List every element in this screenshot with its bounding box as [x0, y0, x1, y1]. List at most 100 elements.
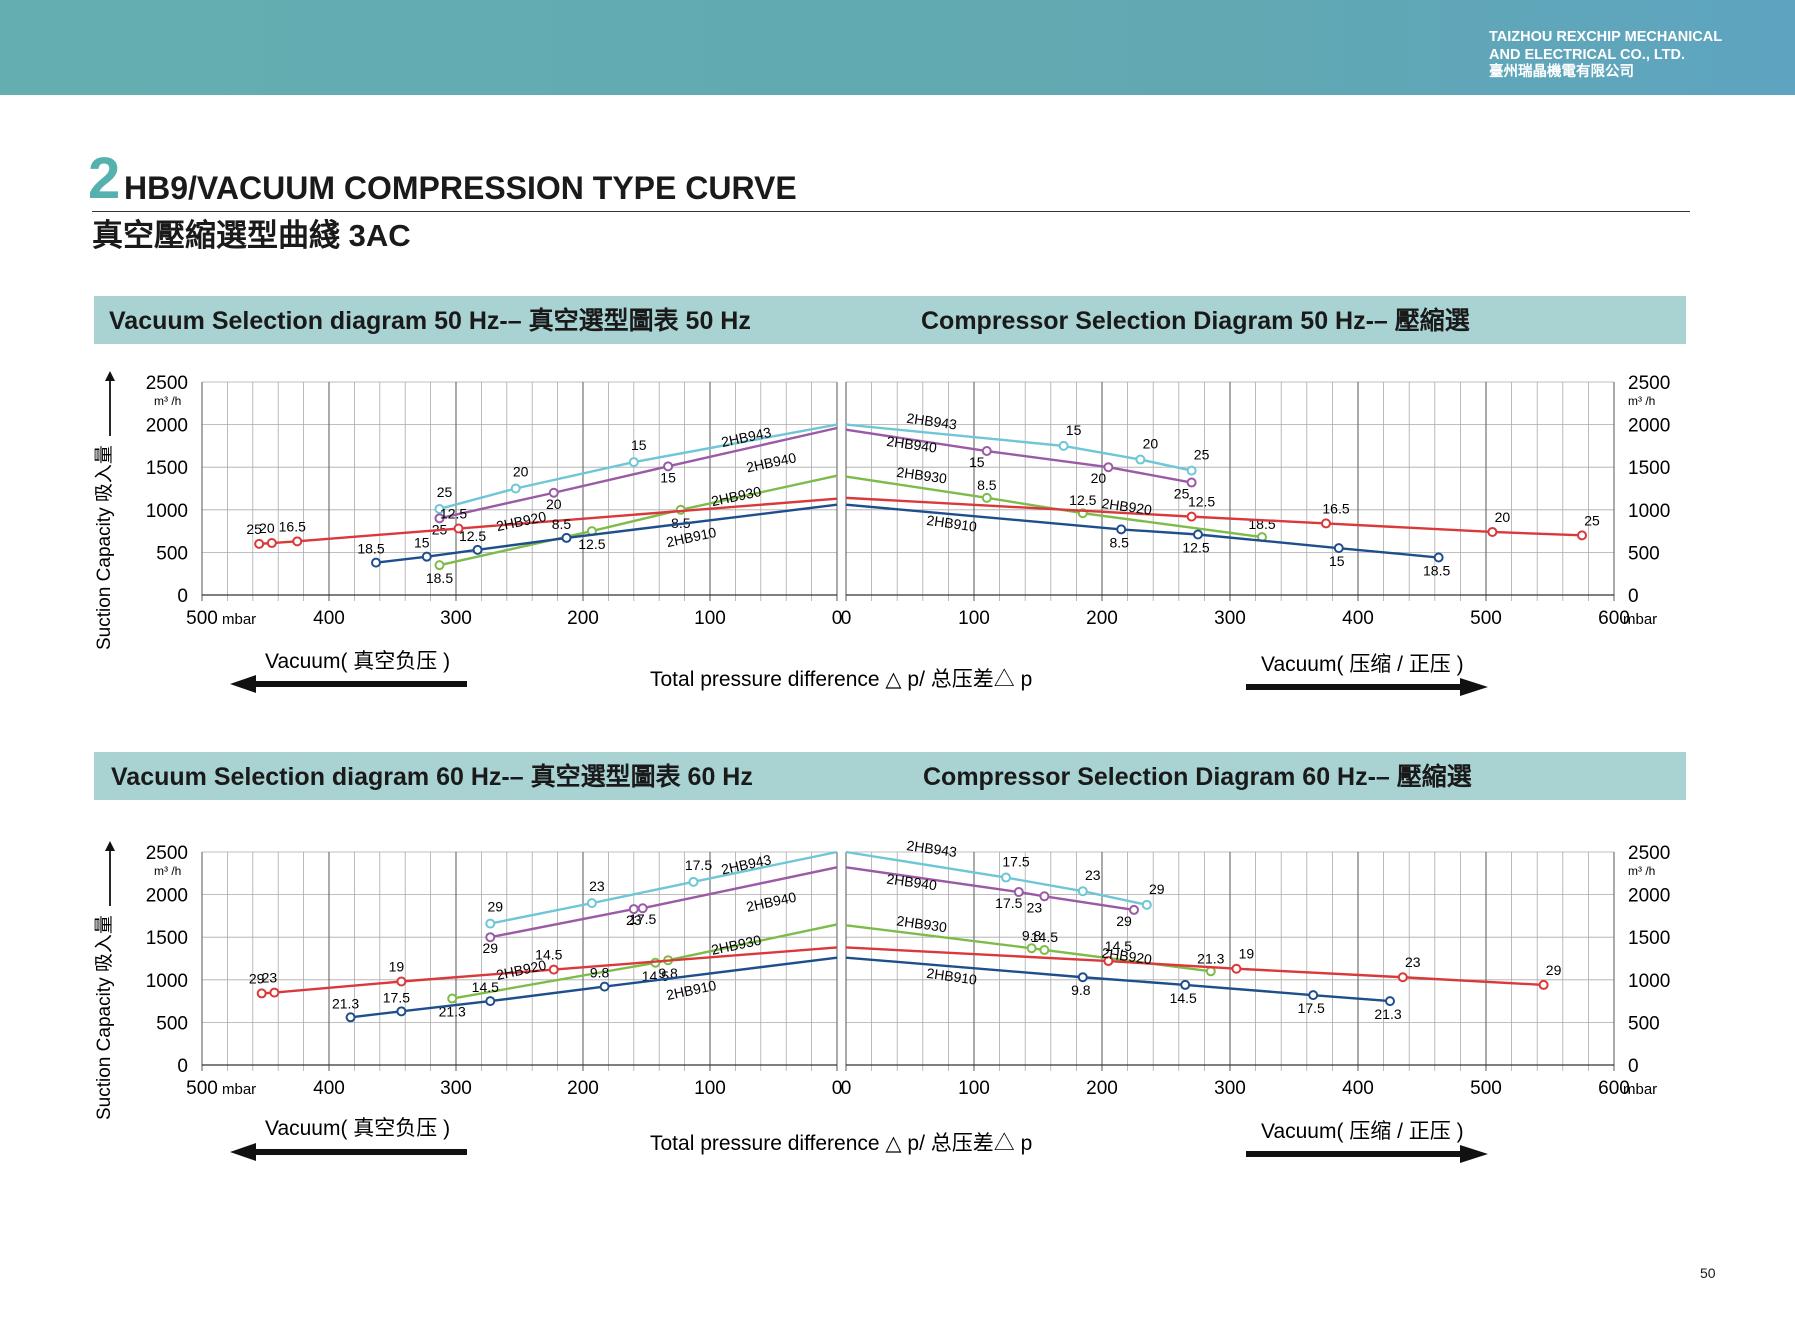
data-label: 20	[259, 520, 275, 536]
vacuum-arrow-shaft	[250, 681, 467, 687]
y-tick-label: 1500	[146, 458, 188, 479]
data-label: 14.5	[1031, 929, 1058, 945]
data-label: 12.5	[440, 506, 467, 522]
x-tick-label: 300	[1214, 1078, 1246, 1099]
data-point-2HB910	[1180, 979, 1191, 990]
data-point-2HB920	[548, 964, 559, 975]
data-point-2HB910	[396, 1006, 407, 1017]
data-label: 17.5	[1002, 854, 1029, 870]
chart-panel-50hz: Suction Capacity 吸入量 m³ /h m³ /h mbar mb…	[94, 371, 1671, 696]
page-number: 50	[1700, 1265, 1716, 1281]
series-name-label: 2HB943	[906, 410, 959, 433]
data-label: 20	[1091, 470, 1107, 486]
data-point-2HB943	[688, 876, 699, 887]
data-point-2HB940	[1013, 887, 1024, 898]
compressor-plot-50hz: 0 100 200 300 400 500 600050010001500200025001…	[841, 373, 1671, 629]
data-label: 20	[513, 464, 529, 480]
series-name-label: 2HB910	[926, 512, 979, 535]
series-name-label: 2HB943	[906, 837, 959, 860]
series-line-2HB940	[439, 426, 838, 520]
y-unit-left: m³ /h	[154, 864, 181, 878]
data-label: 17.5	[685, 857, 712, 873]
y-axis-label: Suction Capacity 吸入量	[94, 915, 115, 1120]
title-digit: 2	[88, 146, 120, 211]
data-point-2HB910	[1385, 996, 1395, 1007]
x-tick-label: 500	[1470, 608, 1502, 629]
y-tick-label: 0	[1628, 586, 1639, 607]
data-label: 21.3	[1374, 1006, 1401, 1022]
series-name-label: 2HB940	[745, 889, 798, 915]
data-point-2HB920	[1577, 530, 1587, 541]
title-divider	[92, 211, 1690, 212]
compress-arrow-shaft	[1246, 1151, 1463, 1157]
y-tick-label: 2500	[146, 373, 188, 394]
data-label: 9.8	[1071, 982, 1091, 998]
data-point-2HB920	[1186, 511, 1197, 522]
series-line-2HB943	[845, 423, 1192, 472]
series-name-label: 2HB940	[886, 433, 939, 456]
series-name-label: 2HB930	[896, 912, 949, 935]
data-label: 23	[1405, 954, 1421, 970]
data-point-2HB920	[1487, 526, 1498, 537]
y-tick-label: 1000	[146, 501, 188, 522]
company-name-line1: TAIZHOU REXCHIP MECHANICAL	[1489, 29, 1723, 45]
data-label: 17.5	[629, 911, 656, 927]
data-label: 17.5	[995, 895, 1022, 911]
y-tick-label: 1000	[1628, 501, 1670, 522]
series-line-2HB930	[845, 475, 1263, 539]
data-label: 15	[631, 437, 647, 453]
series-line-2HB943	[845, 850, 1148, 906]
y-tick-label: 1500	[146, 928, 188, 949]
page-title: HB9/VACUUM COMPRESSION TYPE CURVE	[124, 170, 797, 206]
data-point-2HB920	[1321, 518, 1331, 529]
series-name-label: 2HB920	[495, 957, 548, 983]
company-name-cn: 臺州瑞晶機電有限公司	[1489, 64, 1634, 80]
y-tick-label: 1000	[1628, 971, 1670, 992]
data-point-2HB910	[1333, 543, 1344, 554]
section-band-50hz: Vacuum Selection diagram 50 Hz-– 真空選型圖表 …	[94, 296, 1686, 344]
series-line-2HB943	[439, 423, 838, 511]
data-label: 21.3	[1197, 950, 1224, 966]
data-label: 23	[626, 912, 642, 928]
data-label: 19	[389, 959, 405, 975]
data-point-2HB940	[663, 461, 674, 472]
vacuum-caption: Vacuum( 真空负压 )	[265, 1117, 450, 1140]
y-tick-label: 1000	[146, 971, 188, 992]
data-label: 25	[1174, 486, 1190, 502]
x-tick-label: 500	[186, 1078, 218, 1099]
data-point-2HB910	[370, 557, 381, 568]
data-point-2HB943	[1077, 886, 1088, 897]
data-point-2HB920	[1538, 979, 1549, 990]
series-name-label: 2HB920	[495, 508, 548, 534]
data-point-2HB910	[1193, 529, 1203, 540]
data-label: 15	[969, 454, 985, 470]
x-tick-label: 100	[694, 608, 726, 629]
compress-caption: Vacuum( 压缩 / 正压 )	[1261, 1120, 1464, 1143]
compressor-title-60hz: Compressor Selection Diagram 60 Hz-– 壓縮選	[923, 763, 1472, 791]
data-label: 23	[262, 970, 278, 986]
data-point-2HB943	[485, 918, 496, 929]
data-label: 29	[1116, 913, 1132, 929]
x-tick-label: 0	[832, 608, 843, 629]
x-unit-left: mbar	[222, 611, 256, 628]
data-label: 9.8	[1022, 927, 1042, 943]
data-label: 12.5	[459, 528, 486, 544]
data-label: 21.3	[332, 995, 359, 1011]
compress-caption: Vacuum( 压缩 / 正压 )	[1261, 653, 1464, 676]
y-unit-right: m³ /h	[1628, 394, 1655, 408]
x-tick-label: 0	[841, 1078, 852, 1099]
data-point-2HB930	[434, 560, 445, 571]
series-name-label: 2HB910	[926, 965, 979, 988]
series-line-2HB940	[845, 866, 1135, 912]
y-tick-label: 500	[156, 1013, 188, 1034]
data-point-2HB920	[453, 523, 464, 534]
data-label: 29	[488, 899, 504, 915]
data-point-2HB940	[637, 903, 648, 914]
x-tick-label: 200	[1086, 1078, 1118, 1099]
data-point-2HB910	[345, 1012, 356, 1023]
vacuum-arrow-shaft	[250, 1149, 467, 1155]
data-label: 12.5	[578, 536, 605, 552]
y-tick-label: 2000	[1628, 886, 1670, 907]
data-label: 12.5	[1069, 492, 1096, 508]
data-point-2HB943	[1135, 454, 1146, 465]
